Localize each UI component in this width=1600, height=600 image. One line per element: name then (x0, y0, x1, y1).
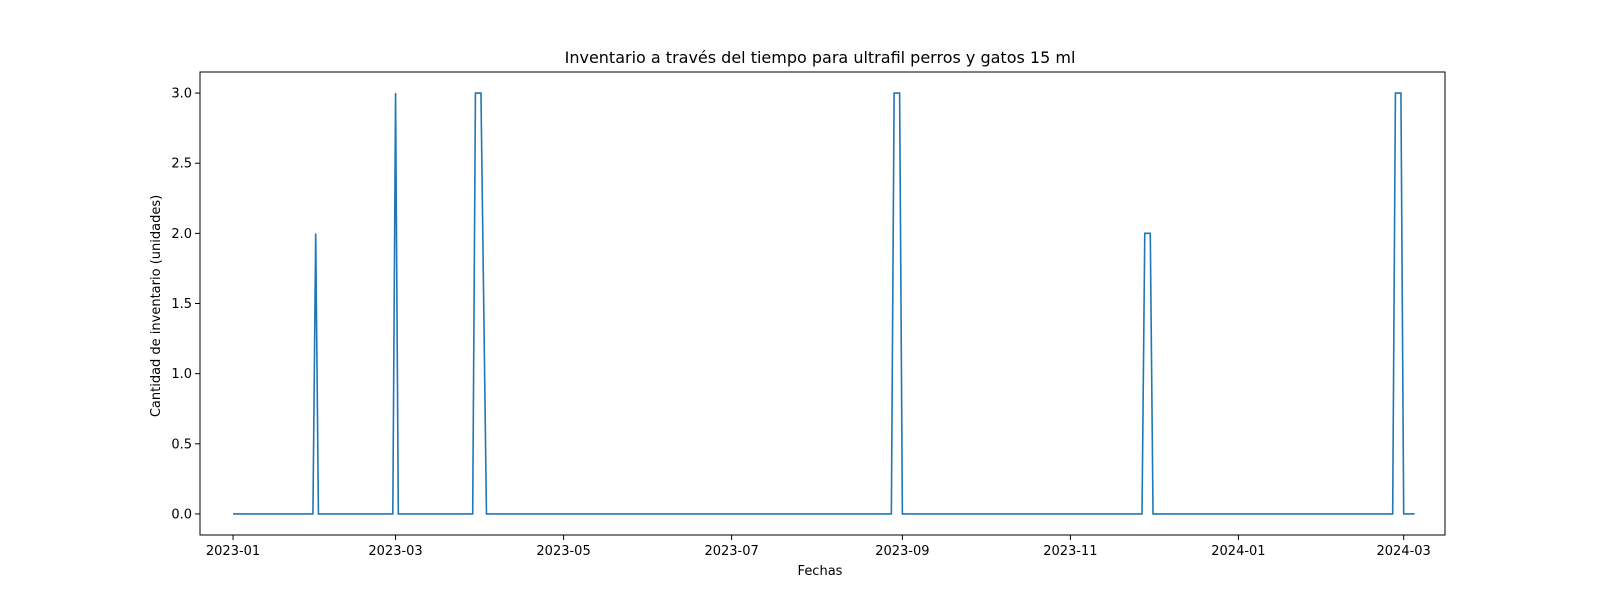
x-tick-label: 2023-11 (1043, 544, 1097, 559)
x-axis-label: Fechas (798, 564, 843, 579)
y-tick-label: 2.5 (171, 157, 192, 172)
y-tick-label: 0.0 (171, 507, 192, 522)
y-tick-label: 3.0 (171, 87, 192, 102)
x-tick-label: 2023-09 (875, 544, 929, 559)
series-line (233, 92, 1415, 515)
x-tick-label: 2023-05 (536, 544, 590, 559)
y-axis-label: Cantidad de inventario (unidades) (149, 195, 164, 417)
x-tick-label: 2023-03 (368, 544, 422, 559)
x-tick-label: 2023-01 (206, 544, 260, 559)
x-tick-label: 2024-03 (1377, 544, 1431, 559)
x-tick-label: 2023-07 (704, 544, 758, 559)
y-tick-label: 0.5 (171, 437, 192, 452)
plot-area: 0.0 0.5 1.0 1.5 2.0 2.5 3.0 2023-01 2023-03 2023-… (171, 71, 1446, 559)
x-tick-label: 2024-01 (1211, 544, 1265, 559)
chart-title: Inventario a través del tiempo para ultr… (565, 48, 1076, 67)
y-tick-label: 1.5 (171, 297, 192, 312)
y-tick-label: 1.0 (171, 367, 192, 382)
plot-frame (199, 71, 1446, 536)
y-tick-label: 2.0 (171, 227, 192, 242)
